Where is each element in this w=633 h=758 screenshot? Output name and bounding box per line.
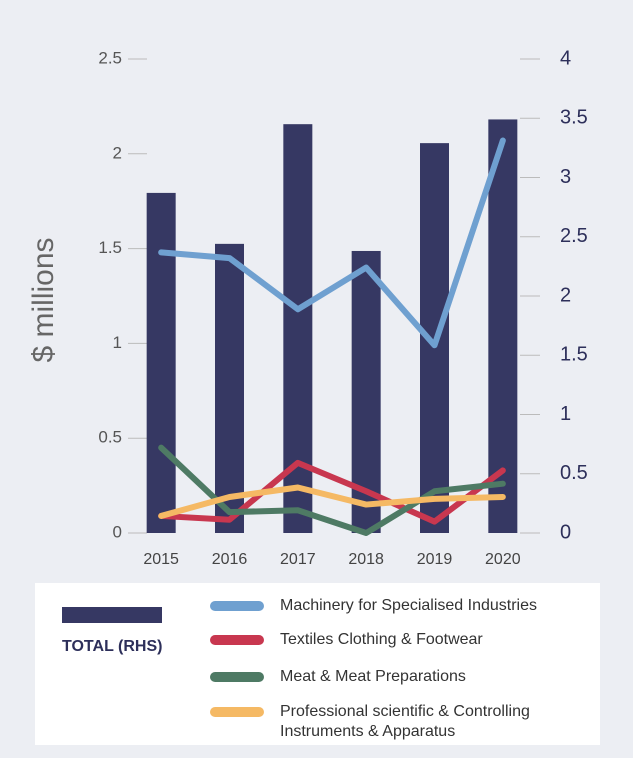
y2-tick-label: 0.5 — [560, 462, 588, 484]
y-tick-label: 2 — [113, 143, 122, 162]
y2-tick-label: 1 — [560, 403, 571, 425]
bar — [488, 119, 518, 533]
line — [158, 137, 506, 349]
y-tick-label: 2.5 — [98, 48, 122, 67]
bar — [215, 243, 244, 534]
y2-tick-label: 2.5 — [560, 225, 588, 247]
y2-tick-label: 3 — [560, 166, 571, 188]
legend-label: Meat & Meat Preparations — [280, 668, 466, 685]
y2-tick-label: 3.5 — [560, 107, 588, 129]
bar — [146, 192, 176, 533]
y-tick-label: 0 — [113, 522, 122, 541]
y2-tick-label: 0 — [560, 521, 571, 543]
x-tick-label: 2019 — [417, 551, 453, 568]
y2-tick-label: 4 — [560, 47, 571, 69]
y-tick-label: 0.5 — [98, 428, 122, 447]
y2-tick-label: 1.5 — [560, 344, 588, 366]
line — [158, 459, 506, 525]
x-tick-label: 2018 — [348, 551, 384, 568]
x-tick-label: 2017 — [280, 551, 316, 568]
chart: $ millions 0 0.5 1 1.5 2 2.5 0 0.5 1 1.5 2 2.5 3 3.5 4… — [27, 47, 588, 568]
legend-label: Textiles Clothing & Footwear — [280, 631, 483, 648]
legend-swatch — [210, 635, 264, 645]
y-axis-label: $ millions — [27, 237, 60, 362]
x-tick-label: 2020 — [485, 551, 521, 568]
y-tick-label: 1 — [113, 333, 122, 352]
legend-swatch — [210, 601, 264, 611]
y-tick-label: 1.5 — [98, 238, 122, 257]
legend-swatch — [210, 707, 264, 717]
legend: TOTAL (RHS) Machinery for Specialised Ind… — [35, 583, 600, 745]
line — [158, 484, 506, 519]
legend-label: Machinery for Specialised Industries — [280, 597, 538, 614]
legend-swatch — [62, 607, 162, 623]
x-tick-label: 2016 — [212, 551, 248, 568]
x-tick-label: 2015 — [143, 551, 179, 568]
legend-label: TOTAL (RHS) — [62, 638, 163, 655]
legend-label: Professional scientific & Controlling In… — [280, 703, 530, 740]
legend-swatch — [210, 672, 264, 682]
y2-tick-label: 2 — [560, 284, 571, 306]
